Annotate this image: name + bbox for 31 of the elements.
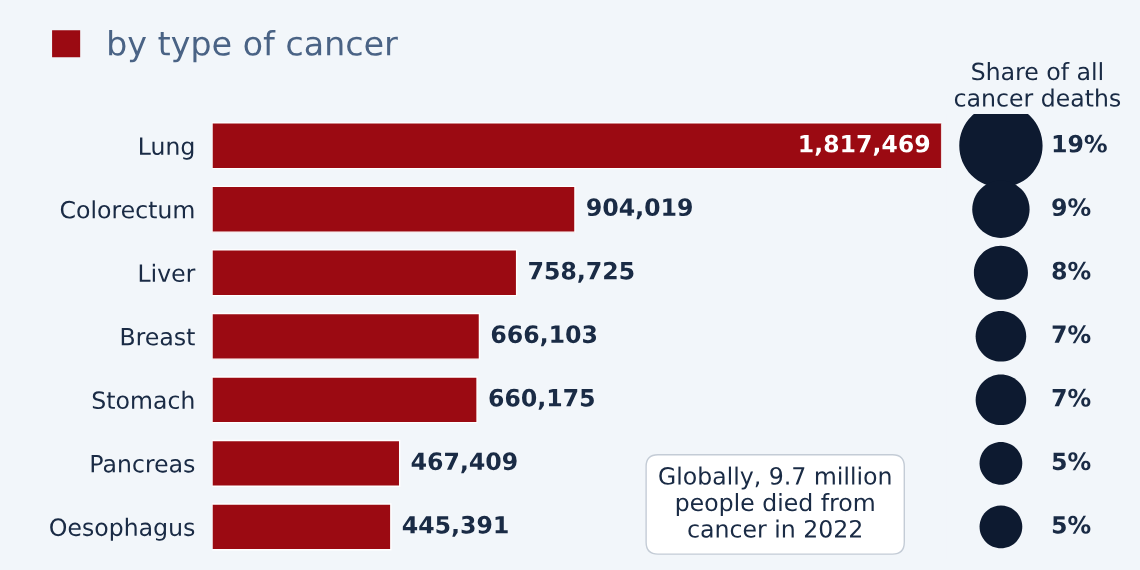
bar xyxy=(212,439,401,487)
annotation: Globally, 9.7 million people died from cancer in 2022 xyxy=(659,466,891,538)
legend-label: by type of cancer xyxy=(109,30,398,63)
bar xyxy=(212,122,942,170)
data-label: 467,409 xyxy=(411,452,517,474)
y-tick-label: Oesophagus xyxy=(50,517,195,541)
bar xyxy=(212,185,576,233)
y-tick-label: Lung xyxy=(140,137,194,160)
bar xyxy=(212,503,392,551)
data-label: 5% xyxy=(1052,515,1091,534)
data-label: 758,725 xyxy=(529,261,634,283)
y-tick-label: Liver xyxy=(139,263,196,283)
data-label: 9% xyxy=(1052,198,1091,217)
data-label: 666,103 xyxy=(491,325,597,347)
data-label: 8% xyxy=(1052,261,1091,280)
y-tick-label: Colorectum xyxy=(60,200,194,219)
data-label: 445,391 xyxy=(402,515,508,537)
bar xyxy=(212,312,481,360)
bar xyxy=(212,376,478,424)
data-label: 5% xyxy=(1052,452,1091,471)
data-label: 7% xyxy=(1052,325,1091,344)
text: Share of all cancer deaths xyxy=(954,62,1121,107)
y-tick-label: Breast xyxy=(121,328,195,346)
y-tick-label: Stomach xyxy=(92,390,194,410)
data-label: 19% xyxy=(1053,134,1107,153)
data-label: 7% xyxy=(1052,388,1091,407)
data-label: 1,817,469 xyxy=(800,134,930,156)
y-tick-label: Pancreas xyxy=(91,455,195,473)
data-label: 904,019 xyxy=(587,198,692,220)
data-label: 660,175 xyxy=(489,388,594,410)
bar xyxy=(212,249,518,297)
